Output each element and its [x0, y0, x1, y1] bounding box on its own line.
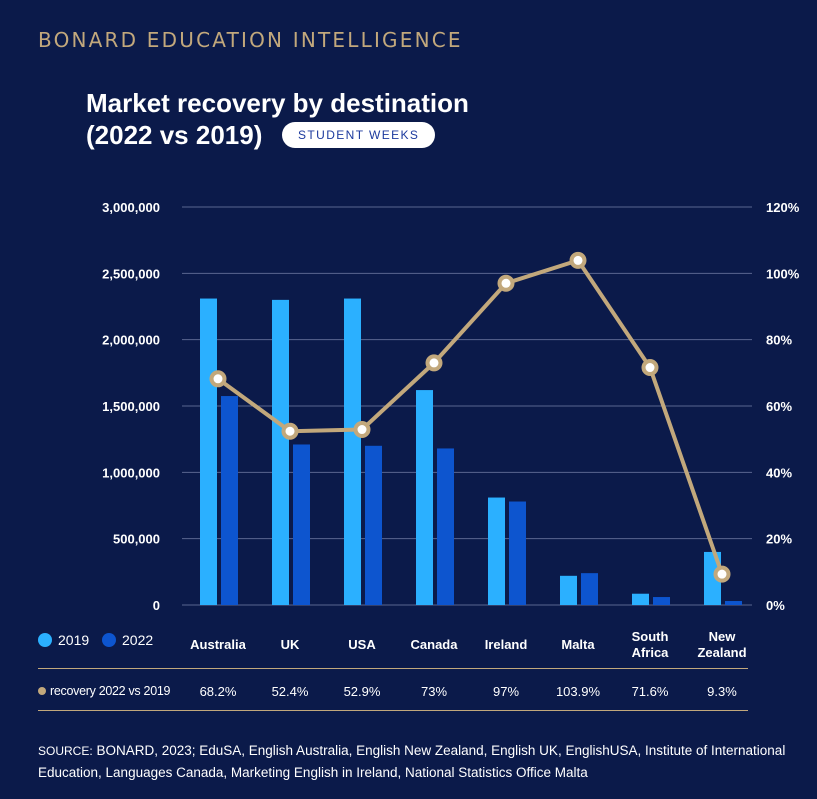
recovery-dot-icon — [38, 687, 46, 695]
y-tick-label-right: 60% — [766, 399, 792, 414]
recovery-point — [281, 422, 299, 440]
bar-2019 — [416, 390, 433, 605]
recovery-point — [425, 354, 443, 372]
bar-2022 — [221, 396, 238, 605]
recovery-value: 73% — [420, 684, 448, 699]
bar-2019 — [272, 299, 289, 605]
x-tick-label: UK — [281, 637, 300, 652]
bar-2022 — [365, 445, 382, 605]
divider-bottom — [38, 710, 748, 711]
recovery-point — [497, 274, 515, 292]
source-prefix: SOURCE: — [38, 744, 93, 758]
bar-2019 — [560, 575, 577, 605]
chart-title-line2: (2022 vs 2019) — [86, 120, 263, 150]
y-tick-label-right: 40% — [766, 465, 792, 480]
bar-2019 — [632, 593, 649, 605]
legend-2019-label: 2019 — [58, 632, 90, 648]
legend-2022-label: 2022 — [122, 632, 154, 648]
y-tick-label-left: 500,000 — [113, 532, 160, 547]
recovery-value: 52.4% — [271, 684, 309, 699]
recovery-value: 52.9% — [343, 684, 381, 699]
recovery-value: 103.9% — [555, 684, 601, 699]
x-tick-label: Africa — [632, 645, 670, 660]
recovery-point — [569, 251, 587, 269]
recovery-point — [209, 370, 227, 388]
y-tick-label-left: 2,500,000 — [102, 266, 160, 281]
source-note: SOURCE: BONARD, 2023; EduSA, English Aus… — [38, 740, 798, 784]
legend-2019: 2019 — [38, 632, 89, 648]
y-tick-label-right: 80% — [766, 333, 792, 348]
bar-2022 — [509, 501, 526, 605]
y-tick-label-right: 120% — [766, 200, 800, 215]
bar-2019 — [344, 298, 361, 605]
brand-header: BONARD EDUCATION INTELLIGENCE — [38, 28, 463, 52]
bar-2022 — [437, 448, 454, 605]
y-tick-label-left: 2,000,000 — [102, 333, 160, 348]
legend-2022-swatch — [102, 633, 116, 647]
bar-2022 — [581, 573, 598, 605]
bar-2019 — [200, 298, 217, 605]
bar-2022 — [725, 601, 742, 605]
x-tick-label: South — [632, 629, 669, 644]
recovery-legend-label: recovery 2022 vs 2019 — [50, 684, 171, 698]
recovery-point — [353, 421, 371, 439]
bar-2022 — [653, 597, 670, 605]
recovery-line — [216, 258, 724, 575]
bar-2022 — [293, 444, 310, 605]
y-tick-label-left: 0 — [153, 598, 160, 613]
y-tick-label-left: 3,000,000 — [102, 200, 160, 215]
recovery-value: 71.6% — [631, 684, 669, 699]
recovery-point — [641, 359, 659, 377]
legend-2019-swatch — [38, 633, 52, 647]
x-tick-label: Ireland — [485, 637, 528, 652]
x-tick-label: Malta — [561, 637, 595, 652]
chart-title-line1: Market recovery by destination — [86, 88, 469, 118]
legend-2022: 2022 — [102, 632, 153, 648]
y-tick-label-right: 0% — [766, 598, 785, 613]
source-text: BONARD, 2023; EduSA, English Australia, … — [38, 743, 786, 780]
recovery-value: 68.2% — [199, 684, 237, 699]
divider-top — [38, 668, 748, 669]
y-tick-label-right: 20% — [766, 532, 792, 547]
recovery-legend: recovery 2022 vs 2019 — [38, 684, 170, 698]
recovery-point — [713, 565, 731, 583]
recovery-value: 97% — [492, 684, 520, 699]
bar-2019 — [704, 551, 721, 605]
bar-2019 — [488, 497, 505, 605]
x-tick-label: Australia — [190, 637, 246, 652]
recovery-value: 9.3% — [707, 684, 737, 699]
x-tick-label: USA — [348, 637, 376, 652]
y-tick-label-left: 1,000,000 — [102, 465, 160, 480]
x-tick-label: Canada — [411, 637, 459, 652]
metric-pill: STUDENT WEEKS — [282, 122, 436, 148]
y-tick-label-right: 100% — [766, 266, 800, 281]
x-tick-label: Zealand — [697, 645, 746, 660]
x-tick-label: New — [709, 629, 737, 644]
chart-area: 0 0% 500,000 20% 1,000,000 40% 1,500,000 60% 2,0… — [102, 200, 800, 660]
y-tick-label-left: 1,500,000 — [102, 399, 160, 414]
